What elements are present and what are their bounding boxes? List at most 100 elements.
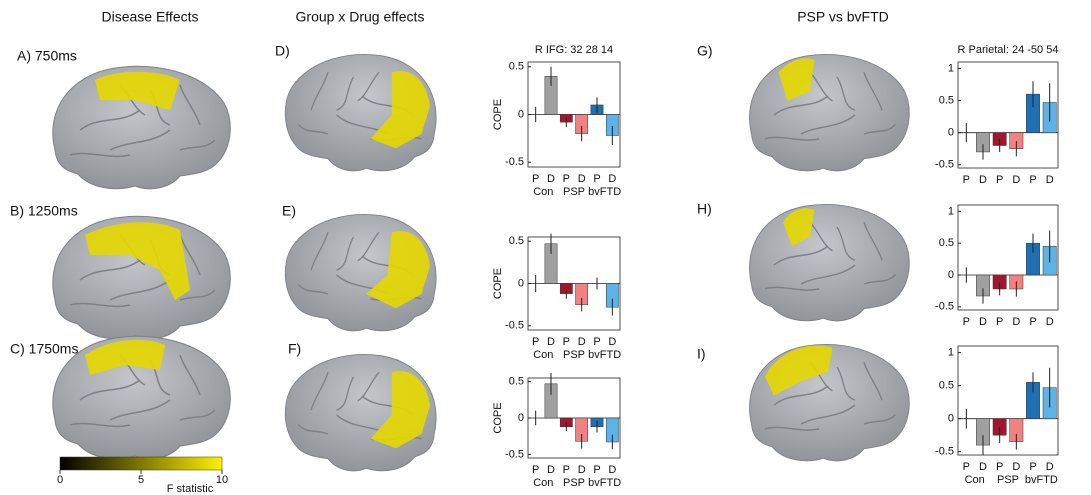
y-axis-label: COPE: [492, 268, 504, 299]
y-tick-label: 0.5: [509, 61, 524, 73]
x-tick-label: P: [532, 336, 539, 348]
brain-image: [748, 203, 910, 322]
y-tick-label: -0.5: [935, 159, 954, 171]
group-label: bvFTD: [588, 477, 621, 489]
group-label: PSP: [563, 349, 585, 361]
y-tick-label: 0: [518, 412, 524, 424]
plot-frame: [957, 204, 1059, 311]
x-tick-label: D: [1012, 174, 1020, 186]
header: Disease Effects: [101, 9, 198, 25]
y-tick-label: 0: [948, 413, 954, 425]
x-tick-label: P: [532, 173, 539, 185]
brain-image: [52, 65, 232, 190]
group-label: Con: [965, 474, 985, 486]
group-label: PSP: [997, 474, 1019, 486]
x-tick-label: D: [1046, 461, 1054, 473]
x-tick-label: D: [1012, 461, 1020, 473]
x-tick-label: P: [563, 464, 570, 476]
panel-label: E): [282, 203, 296, 219]
x-tick-label: D: [578, 173, 586, 185]
panel-label: I): [697, 346, 706, 362]
x-tick-label: D: [979, 174, 987, 186]
panel-label: H): [697, 201, 712, 217]
x-tick-label: P: [593, 336, 600, 348]
brain-image: [284, 53, 437, 172]
panel-label: B) 1250ms: [10, 203, 78, 219]
y-tick-label: -0.5: [505, 448, 524, 460]
colorbar-tick-label: 5: [138, 474, 144, 486]
panel-label: G): [697, 43, 713, 59]
x-tick-label: P: [593, 464, 600, 476]
y-tick-label: 0.5: [939, 380, 954, 392]
brain-image: [284, 213, 437, 332]
x-tick-label: D: [1046, 174, 1054, 186]
y-tick-label: -0.5: [935, 301, 954, 313]
x-tick-label: P: [1029, 174, 1036, 186]
x-tick-label: D: [608, 464, 616, 476]
x-tick-label: D: [547, 173, 555, 185]
x-tick-label: P: [1029, 316, 1036, 328]
x-tick-label: P: [1029, 461, 1036, 473]
x-tick-label: D: [608, 336, 616, 348]
y-tick-label: 0.5: [939, 237, 954, 249]
y-tick-label: 0.5: [939, 94, 954, 106]
panel-label: A) 750ms: [17, 48, 77, 64]
brain-image: [284, 353, 437, 472]
x-tick-label: P: [593, 173, 600, 185]
group-label: PSP: [563, 477, 585, 489]
y-tick-label: 0: [518, 108, 524, 120]
colorbar: [59, 456, 223, 471]
x-tick-label: D: [578, 464, 586, 476]
y-tick-label: 0.5: [509, 235, 524, 247]
x-tick-label: P: [996, 316, 1003, 328]
group-label: PSP: [563, 186, 585, 198]
y-tick-label: 1: [948, 62, 954, 74]
group-label: bvFTD: [588, 186, 621, 198]
x-tick-label: D: [547, 336, 555, 348]
group-label: Con: [533, 477, 553, 489]
x-tick-label: P: [563, 173, 570, 185]
x-tick-label: D: [979, 316, 987, 328]
group-label: bvFTD: [1025, 474, 1058, 486]
y-tick-label: 0: [518, 277, 524, 289]
panel-label: F): [288, 341, 301, 357]
y-tick-label: 0: [948, 269, 954, 281]
y-tick-label: -0.5: [505, 156, 524, 168]
x-tick-label: D: [608, 173, 616, 185]
y-axis-label: COPE: [492, 99, 504, 130]
y-tick-label: -0.5: [505, 320, 524, 332]
x-tick-label: P: [996, 174, 1003, 186]
x-tick-label: P: [996, 461, 1003, 473]
plot-frame: [957, 345, 1059, 456]
panel-label: C) 1750ms: [10, 341, 78, 357]
y-tick-label: 1: [948, 347, 954, 359]
plot-frame: [957, 61, 1059, 169]
brain-image: [52, 335, 232, 460]
header: PSP vs bvFTD: [797, 9, 889, 25]
x-tick-label: P: [963, 174, 970, 186]
x-tick-label: D: [578, 336, 586, 348]
group-label: Con: [533, 186, 553, 198]
chart-title: R IFG: 32 28 14: [535, 44, 613, 56]
y-tick-label: 1: [948, 205, 954, 217]
x-tick-label: P: [532, 464, 539, 476]
x-tick-label: P: [963, 316, 970, 328]
x-tick-label: D: [979, 461, 987, 473]
y-tick-label: -0.5: [935, 446, 954, 458]
brain-image: [748, 343, 910, 462]
x-tick-label: D: [1012, 316, 1020, 328]
colorbar-label: F statistic: [167, 483, 214, 495]
x-tick-label: P: [963, 461, 970, 473]
y-tick-label: 0: [948, 127, 954, 139]
header: Group x Drug effects: [296, 9, 425, 25]
group-label: Con: [533, 349, 553, 361]
x-tick-label: D: [547, 464, 555, 476]
panel-label: D): [275, 43, 290, 59]
group-label: bvFTD: [588, 349, 621, 361]
brain-image: [748, 53, 910, 172]
y-axis-label: COPE: [492, 402, 504, 433]
colorbar-tick-label: 10: [216, 474, 228, 486]
x-tick-label: D: [1046, 316, 1054, 328]
chart-title: R Parietal: 24 -50 54: [958, 44, 1059, 56]
